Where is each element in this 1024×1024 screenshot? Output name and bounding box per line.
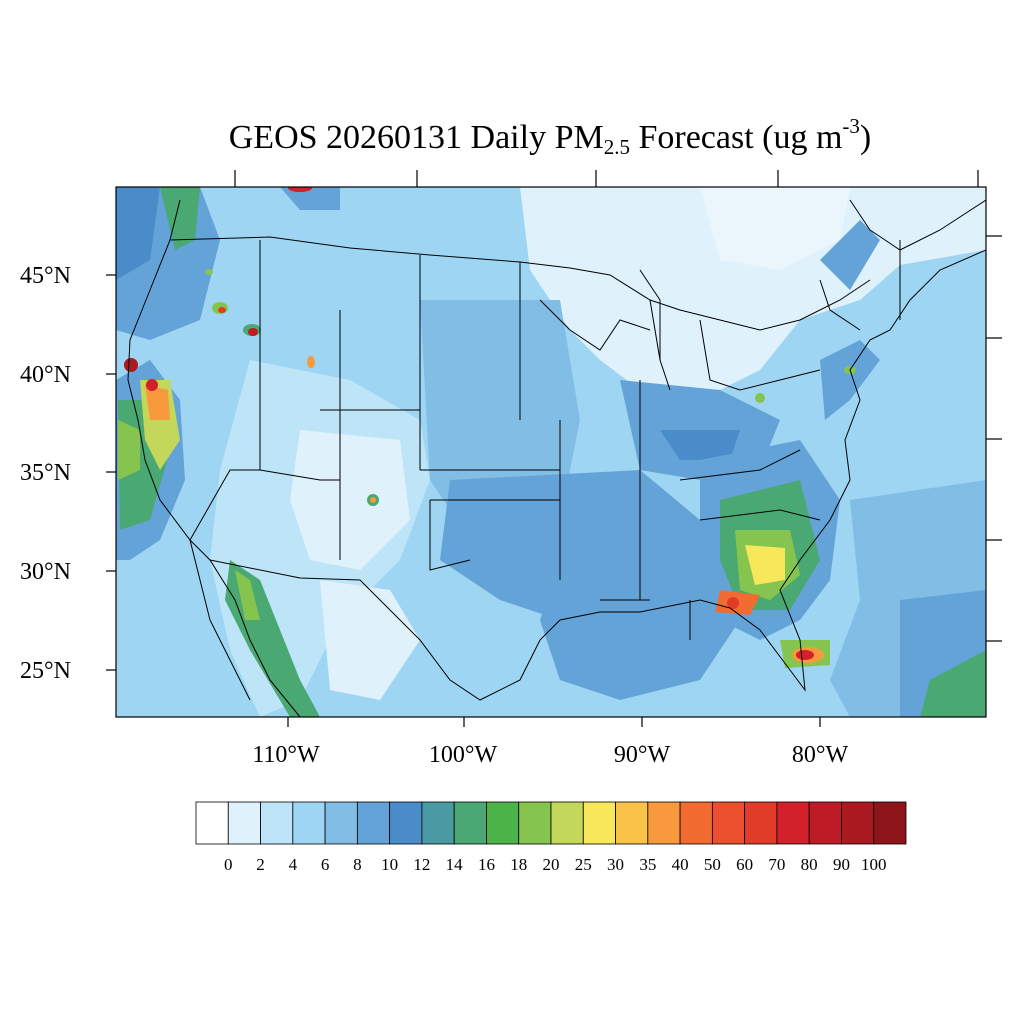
colorbar-label: 90 <box>833 855 850 874</box>
lon-label: 110°W <box>252 742 320 768</box>
colorbar-label: 10 <box>381 855 398 874</box>
map-frame <box>115 186 987 718</box>
title-superscript: -3 <box>842 114 860 138</box>
colorbar-label: 30 <box>607 855 624 874</box>
colorbar-label: 12 <box>413 855 430 874</box>
map-title: GEOS 20260131 Daily PM2.5 Forecast (ug m… <box>0 114 1024 160</box>
colorbar-swatch <box>679 801 713 845</box>
colorbar-swatch <box>582 801 616 845</box>
colorbar-label: 50 <box>704 855 721 874</box>
colorbar-swatch <box>518 801 552 845</box>
lat-label: 40°N <box>20 362 71 388</box>
colorbar-swatch <box>292 801 326 845</box>
colorbar-label: 100 <box>861 855 887 874</box>
colorbar-swatch <box>260 801 294 845</box>
title-close: ) <box>859 119 872 156</box>
colorbar-labels: 0 2 4 6 8 10 12 14 16 18 20 25 30 35 40 50 60 70 80 90 100 <box>224 855 886 874</box>
colorbar-swatch <box>227 801 261 845</box>
colorbar-swatch <box>421 801 455 845</box>
lat-label: 30°N <box>20 559 71 585</box>
geographic-boundaries <box>127 199 986 717</box>
colorbar-swatch <box>841 801 875 845</box>
colorbar-label: 18 <box>510 855 527 874</box>
colorbar-swatch <box>453 801 487 845</box>
colorbar-swatch <box>744 801 778 845</box>
colorbar-label: 60 <box>736 855 753 874</box>
colorbar-swatch <box>195 801 229 845</box>
colorbar-swatch <box>550 801 584 845</box>
colorbar-swatch <box>356 801 391 845</box>
colorbar-label: 70 <box>768 855 785 874</box>
lat-label: 45°N <box>20 263 71 289</box>
colorbar-label: 14 <box>446 855 464 874</box>
colorbar-swatch <box>808 801 842 845</box>
lon-label: 80°W <box>792 742 849 768</box>
colorbar-label: 35 <box>639 855 656 874</box>
colorbar-swatch <box>615 801 649 845</box>
colorbar-swatch <box>389 801 423 845</box>
concentration-field <box>116 187 986 717</box>
lat-label: 25°N <box>20 658 71 684</box>
latitude-labels: 45°N 40°N 35°N 30°N 25°N <box>20 263 71 684</box>
colorbar-label: 8 <box>353 855 362 874</box>
colorbar-swatch <box>647 801 681 845</box>
colorbar-label: 25 <box>575 855 592 874</box>
title-suffix: Forecast (ug m <box>629 119 843 156</box>
colorbar-label: 80 <box>801 855 818 874</box>
colorbar-label: 6 <box>321 855 330 874</box>
colorbar-label: 4 <box>289 855 298 874</box>
title-subscript: 2.5 <box>603 135 630 159</box>
colorbar-swatch <box>486 801 520 845</box>
colorbar-label: 0 <box>224 855 233 874</box>
axis-ticks <box>106 170 1002 727</box>
lat-label: 35°N <box>20 460 71 486</box>
colorbar <box>195 801 907 845</box>
lon-label: 90°W <box>614 742 671 768</box>
colorbar-label: 16 <box>478 855 495 874</box>
colorbar-swatch <box>324 801 358 845</box>
colorbar-label: 20 <box>543 855 560 874</box>
lon-label: 100°W <box>429 742 498 768</box>
colorbar-swatch <box>873 801 907 845</box>
colorbar-label: 2 <box>256 855 265 874</box>
colorbar-label: 40 <box>672 855 689 874</box>
title-main: GEOS 20260131 Daily PM <box>228 119 604 156</box>
colorbar-swatch <box>776 801 810 845</box>
colorbar-swatch <box>711 801 746 845</box>
longitude-labels: 110°W 100°W 90°W 80°W <box>252 742 848 768</box>
